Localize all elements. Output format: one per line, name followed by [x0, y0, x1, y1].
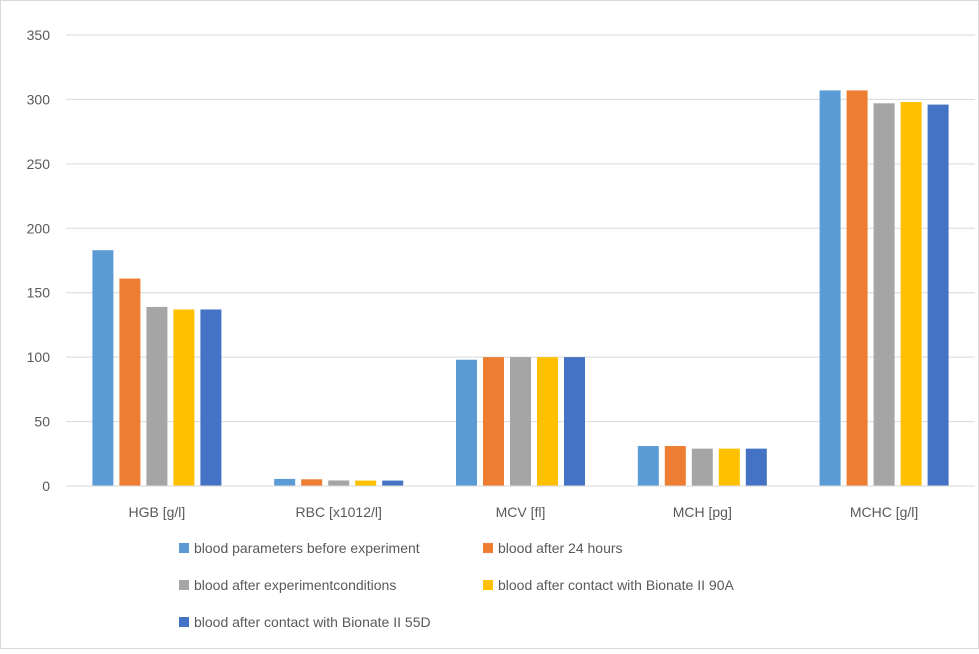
bar: [382, 480, 404, 486]
legend-label: blood parameters before experiment: [194, 540, 420, 556]
bar: [637, 446, 659, 486]
legend-label: blood after contact with Bionate II 55D: [194, 614, 431, 630]
bar: [173, 309, 195, 486]
bar: [664, 446, 686, 486]
x-category-label: RBC [x1012/l]: [296, 504, 382, 520]
y-tick-label: 0: [42, 478, 50, 494]
x-category-label: MCV [fl]: [496, 504, 546, 520]
y-tick-label: 300: [27, 91, 51, 107]
bar: [745, 448, 767, 486]
bar: [355, 480, 377, 486]
y-tick-label: 200: [27, 220, 51, 236]
y-tick-label: 50: [34, 414, 50, 430]
bar: [846, 90, 868, 486]
bar: [691, 448, 713, 486]
bar: [301, 479, 323, 486]
y-axis-ticks: 0 50 100 150 200 250 300 350: [27, 27, 51, 494]
x-category-label: HGB [g/l]: [129, 504, 186, 520]
bar: [873, 103, 895, 487]
y-tick-label: 150: [27, 285, 51, 301]
bar: [274, 478, 296, 486]
bar: [200, 309, 222, 486]
legend-swatch: [179, 617, 189, 627]
x-category-label: MCHC [g/l]: [850, 504, 918, 520]
legend-swatch: [483, 580, 493, 590]
bar: [92, 250, 114, 486]
bar: [537, 357, 558, 486]
legend-label: blood after experimentconditions: [194, 577, 396, 593]
y-tick-label: 250: [27, 156, 51, 172]
bar: [819, 90, 841, 486]
bar: [900, 102, 922, 487]
y-tick-label: 100: [27, 349, 51, 365]
legend-label: blood after 24 hours: [498, 540, 623, 556]
bar: [328, 480, 350, 486]
bar: [456, 359, 477, 486]
x-axis-categories: HGB [g/l] RBC [x1012/l] MCV [fl] MCH [pg] MC…: [129, 504, 919, 520]
x-category-label: MCH [pg]: [673, 504, 732, 520]
legend-label: blood after contact with Bionate II 90A: [498, 577, 734, 593]
y-tick-label: 350: [27, 27, 51, 43]
bar: [510, 357, 531, 486]
bar: [564, 357, 585, 486]
bars: [92, 90, 949, 487]
legend-swatch: [483, 543, 493, 553]
bar: [927, 104, 949, 486]
legend-swatch: [179, 543, 189, 553]
bar: [119, 278, 141, 486]
legend: blood parameters before experiment blood …: [179, 540, 734, 630]
bar: [718, 448, 740, 486]
legend-swatch: [179, 580, 189, 590]
bar: [146, 306, 168, 486]
bar: [483, 357, 504, 486]
